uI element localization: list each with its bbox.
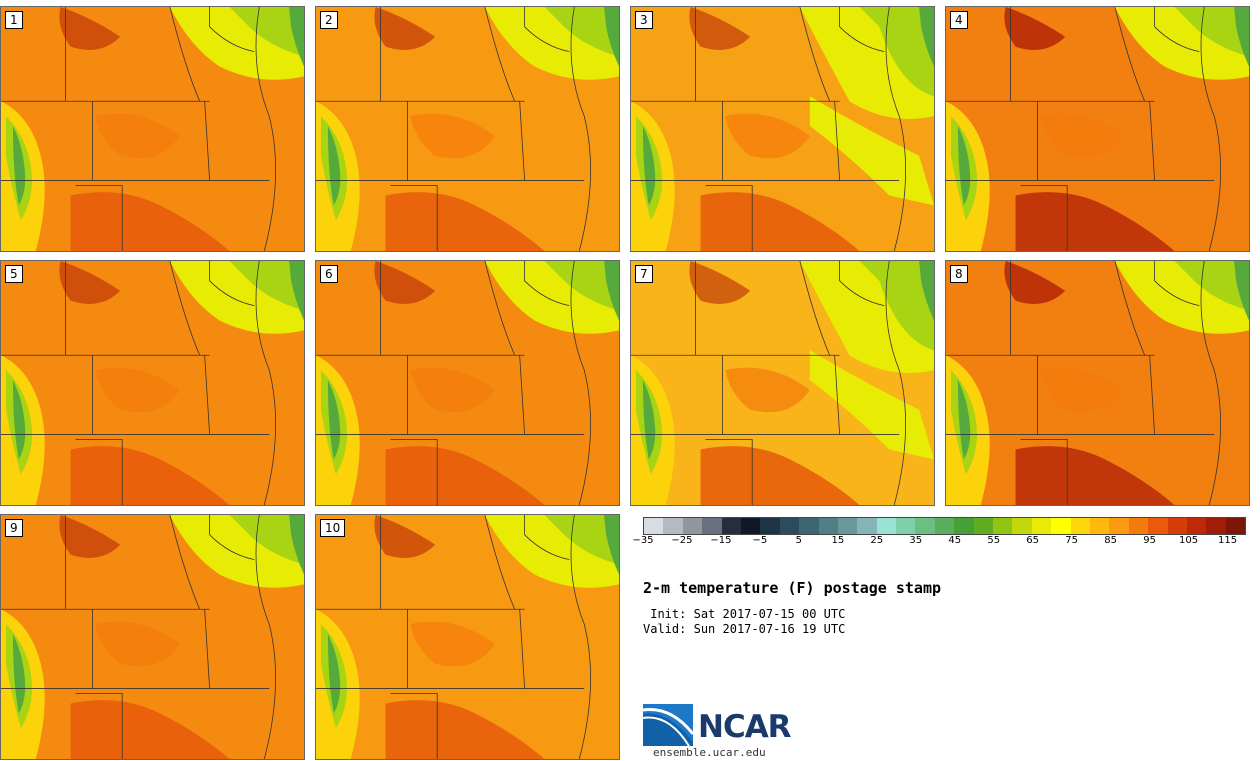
temperature-map-7 bbox=[631, 261, 934, 505]
colorbar-swatch bbox=[876, 518, 897, 534]
colorbar-swatch bbox=[1109, 518, 1129, 534]
ncar-logo: NCAR ensemble.ucar.edu bbox=[643, 704, 793, 760]
colorbar-tick-label: 105 bbox=[1179, 535, 1199, 546]
colorbar-ticks: −35 −25 −15 −5 5 15 25 35 45 55 65 75 85 95 105 115 bbox=[632, 535, 1247, 551]
colorbar-swatch bbox=[934, 518, 955, 534]
colorbar-swatch bbox=[1225, 518, 1246, 534]
page-title: 2-m temperature (F) postage stamp bbox=[643, 579, 942, 597]
init-time: Sat 2017-07-15 00 UTC bbox=[693, 607, 846, 621]
temperature-map-4 bbox=[946, 7, 1249, 251]
colorbar-swatch bbox=[896, 518, 916, 534]
colorbar-swatch bbox=[1051, 518, 1071, 534]
colorbar-swatch bbox=[1031, 518, 1052, 534]
temperature-colorbar bbox=[643, 517, 1247, 535]
member-number-label: 10 bbox=[320, 519, 346, 537]
colorbar-swatch bbox=[760, 518, 780, 534]
stamp-panel-6: 6 bbox=[315, 260, 620, 506]
colorbar-tick-label: 95 bbox=[1143, 535, 1156, 546]
colorbar-tick-label: 15 bbox=[831, 535, 845, 546]
colorbar-swatch bbox=[1128, 518, 1149, 534]
temperature-map-1 bbox=[1, 7, 304, 251]
colorbar-tick-label: −5 bbox=[752, 535, 768, 546]
colorbar-swatch bbox=[1148, 518, 1168, 534]
valid-label: Valid: bbox=[643, 622, 687, 636]
stamp-panel-2: 2 bbox=[315, 6, 620, 252]
stamp-panel-8: 8 bbox=[945, 260, 1250, 506]
colorbar-swatch bbox=[857, 518, 877, 534]
colorbar-tick-label: 35 bbox=[909, 535, 923, 546]
init-label: Init: bbox=[643, 607, 687, 621]
colorbar-swatch bbox=[1206, 518, 1226, 534]
colorbar-swatch bbox=[779, 518, 800, 534]
colorbar-swatch bbox=[702, 518, 722, 534]
temperature-map-9 bbox=[1, 515, 304, 759]
temperature-map-6 bbox=[316, 261, 619, 505]
colorbar-swatch bbox=[993, 518, 1013, 534]
colorbar-tick-label: 45 bbox=[948, 535, 962, 546]
member-number-label: 2 bbox=[320, 11, 338, 29]
colorbar-tick-label: −15 bbox=[710, 535, 732, 546]
colorbar-tick-label: 25 bbox=[870, 535, 884, 546]
ensemble-url: ensemble.ucar.edu bbox=[653, 746, 766, 759]
stamp-panel-1: 1 bbox=[0, 6, 305, 252]
member-number-label: 6 bbox=[320, 265, 338, 283]
colorbar-swatch bbox=[954, 518, 974, 534]
temperature-map-3 bbox=[631, 7, 934, 251]
colorbar-tick-label: −35 bbox=[632, 535, 654, 546]
temperature-map-8 bbox=[946, 261, 1249, 505]
member-number-label: 8 bbox=[950, 265, 968, 283]
colorbar-tick-label: 5 bbox=[795, 535, 803, 546]
stamp-panel-10: 10 bbox=[315, 514, 620, 760]
colorbar-swatch bbox=[644, 518, 664, 534]
colorbar-swatch bbox=[1012, 518, 1032, 534]
colorbar-swatch bbox=[799, 518, 819, 534]
colorbar-tick-label: 75 bbox=[1065, 535, 1079, 546]
member-number-label: 4 bbox=[950, 11, 968, 29]
stamp-panel-4: 4 bbox=[945, 6, 1250, 252]
colorbar-swatch bbox=[1070, 518, 1090, 534]
forecast-times: Init: Sat 2017-07-15 00 UTC Valid: Sun 2… bbox=[643, 607, 845, 637]
colorbar-tick-label: −25 bbox=[671, 535, 693, 546]
member-number-label: 9 bbox=[5, 519, 23, 537]
colorbar-swatch bbox=[915, 518, 935, 534]
ncar-wordmark: NCAR bbox=[698, 709, 792, 745]
ncar-swoosh-icon bbox=[643, 704, 693, 746]
stamp-panel-3: 3 bbox=[630, 6, 935, 252]
stamp-panel-9: 9 bbox=[0, 514, 305, 760]
stamp-panel-7: 7 bbox=[630, 260, 935, 506]
stamp-panel-5: 5 bbox=[0, 260, 305, 506]
colorbar-swatch bbox=[1089, 518, 1110, 534]
valid-time: Sun 2017-07-16 19 UTC bbox=[693, 622, 846, 636]
member-number-label: 1 bbox=[5, 11, 23, 29]
colorbar-tick-label: 55 bbox=[987, 535, 1001, 546]
member-number-label: 3 bbox=[635, 11, 653, 29]
colorbar-swatch bbox=[682, 518, 703, 534]
colorbar-swatch bbox=[818, 518, 838, 534]
colorbar-tick-label: 65 bbox=[1026, 535, 1040, 546]
colorbar-swatch bbox=[973, 518, 994, 534]
colorbar-swatch bbox=[721, 518, 741, 534]
temperature-map-10 bbox=[316, 515, 619, 759]
temperature-map-5 bbox=[1, 261, 304, 505]
colorbar-swatch bbox=[1186, 518, 1207, 534]
colorbar-swatch bbox=[1167, 518, 1187, 534]
member-number-label: 5 bbox=[5, 265, 23, 283]
colorbar-swatch bbox=[663, 518, 683, 534]
member-number-label: 7 bbox=[635, 265, 653, 283]
colorbar-swatch bbox=[740, 518, 761, 534]
colorbar-tick-label: 115 bbox=[1217, 535, 1238, 546]
colorbar-swatch bbox=[837, 518, 858, 534]
temperature-map-2 bbox=[316, 7, 619, 251]
colorbar-tick-label: 85 bbox=[1104, 535, 1117, 546]
